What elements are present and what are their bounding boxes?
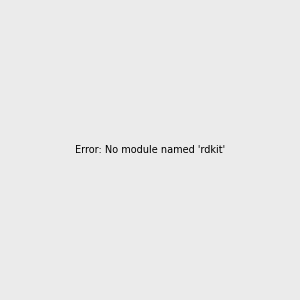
Text: Error: No module named 'rdkit': Error: No module named 'rdkit' xyxy=(75,145,225,155)
